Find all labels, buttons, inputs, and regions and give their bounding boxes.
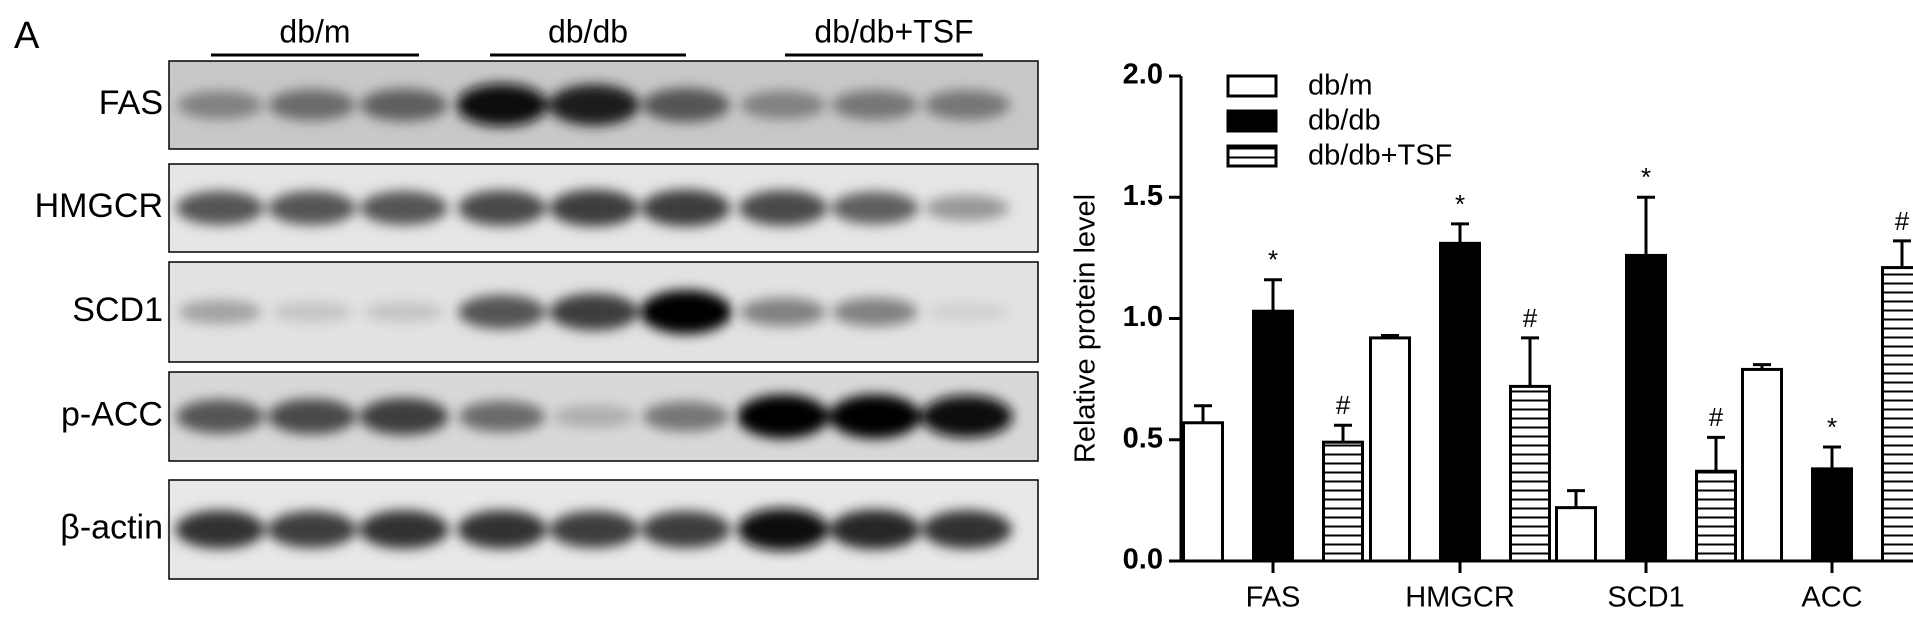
x-tick-label: SCD1 — [1607, 582, 1684, 614]
band — [549, 189, 639, 227]
row-label: SCD1 — [72, 291, 163, 329]
legend-label: db/db+TSF — [1308, 140, 1452, 172]
band — [177, 90, 263, 120]
group-label: db/db+TSF — [814, 13, 973, 49]
western-blot: db/m db/db db/db+TSF FAS HMGCR SCD1 p-ACC β-act… — [35, 13, 1039, 580]
band — [924, 195, 1010, 221]
band — [360, 88, 448, 122]
bar — [1509, 384, 1551, 563]
band — [268, 89, 356, 121]
band — [457, 510, 547, 549]
bands — [176, 394, 1013, 439]
significance-mark: # — [1523, 303, 1538, 333]
band — [267, 398, 357, 435]
bar — [1811, 467, 1853, 563]
legend-label: db/m — [1308, 70, 1372, 102]
significance-mark: * — [1268, 245, 1278, 275]
band — [268, 190, 356, 226]
x-tick-label: ACC — [1801, 582, 1862, 614]
band — [552, 405, 636, 428]
x-tick-label: FAS — [1246, 582, 1301, 614]
significance-mark: * — [1641, 162, 1651, 192]
bar — [1252, 309, 1294, 563]
band — [740, 297, 826, 327]
band — [363, 301, 445, 323]
y-tick-label: 2.0 — [1123, 59, 1163, 91]
band — [549, 293, 639, 331]
row-label: β-actin — [60, 508, 163, 546]
bar — [1369, 336, 1411, 563]
bands — [175, 508, 1012, 551]
band — [829, 509, 921, 550]
band — [360, 190, 448, 226]
band — [458, 400, 546, 433]
band — [549, 511, 639, 548]
band — [922, 510, 1012, 549]
band — [832, 297, 918, 327]
bar — [1182, 421, 1224, 563]
band — [832, 90, 918, 120]
band — [359, 398, 449, 435]
band — [359, 510, 449, 549]
bands — [177, 83, 1010, 127]
band — [458, 294, 546, 330]
bar — [1555, 506, 1597, 563]
row-label: FAS — [99, 84, 163, 122]
band — [176, 399, 264, 434]
panel-label: A — [14, 15, 40, 57]
band — [926, 302, 1008, 322]
band — [456, 83, 548, 127]
group-label: db/db — [548, 13, 628, 49]
group-label: db/m — [279, 13, 350, 49]
band — [176, 190, 264, 226]
legend-swatch — [1226, 144, 1278, 168]
band — [640, 290, 732, 334]
band — [924, 90, 1010, 120]
bands — [178, 290, 1008, 334]
band — [738, 190, 828, 226]
band — [178, 299, 262, 325]
bar — [1741, 367, 1783, 563]
y-tick-label: 1.5 — [1123, 180, 1163, 212]
bar — [1439, 241, 1481, 563]
legend-swatch — [1226, 74, 1278, 98]
band — [737, 394, 829, 439]
bar — [1695, 469, 1737, 563]
band — [643, 401, 729, 432]
band — [737, 508, 829, 551]
bands — [176, 189, 1010, 227]
band — [921, 395, 1013, 438]
significance-mark: # — [1336, 390, 1351, 420]
legend-label: db/db — [1308, 105, 1381, 137]
y-tick-label: 1.0 — [1123, 301, 1163, 333]
significance-mark: # — [1709, 402, 1724, 432]
y-tick-label: 0.0 — [1123, 544, 1163, 576]
band — [642, 87, 730, 123]
band — [831, 191, 919, 225]
band — [641, 189, 731, 227]
y-tick-label: 0.5 — [1123, 422, 1163, 454]
y-axis-label: Relative protein level — [1070, 194, 1102, 463]
bar-chart: 0.0 0.5 1.0 1.5 2.0 Relative protein level FAS… — [1070, 59, 1913, 614]
bar — [1322, 440, 1364, 563]
significance-mark: * — [1827, 412, 1837, 442]
x-tick-label: HMGCR — [1405, 582, 1515, 614]
band — [175, 510, 265, 549]
row-label: p-ACC — [61, 395, 163, 433]
band — [641, 511, 731, 548]
band — [267, 511, 357, 548]
legend-swatch — [1226, 109, 1278, 133]
bar — [1625, 253, 1667, 563]
row-label: HMGCR — [35, 187, 163, 225]
band — [548, 84, 640, 126]
significance-mark: * — [1455, 189, 1465, 219]
band — [740, 90, 826, 120]
band — [457, 190, 547, 226]
band — [829, 394, 921, 439]
significance-mark: # — [1895, 206, 1910, 236]
bar — [1881, 266, 1913, 563]
band — [271, 301, 353, 323]
